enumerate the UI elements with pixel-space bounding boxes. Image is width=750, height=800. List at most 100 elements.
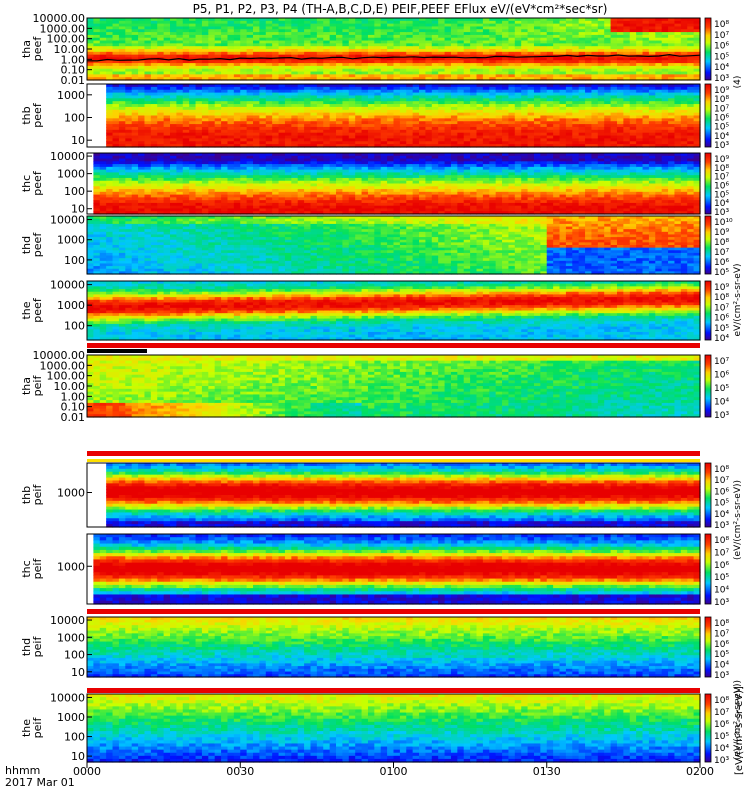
heatmap-cell (221, 29, 229, 33)
heatmap-cell (195, 60, 203, 64)
heatmap-cell (233, 71, 241, 75)
heatmap-cell (221, 77, 229, 81)
heatmap-cell (150, 54, 158, 59)
heatmap-cell (144, 71, 152, 75)
heatmap-cell (138, 71, 146, 75)
heatmap-cell (131, 29, 139, 33)
heatmap-cell (118, 29, 126, 33)
heatmap-cell (112, 43, 120, 47)
heatmap-cell (227, 34, 235, 39)
heatmap-cell (118, 54, 126, 59)
heatmap-cell (201, 40, 209, 44)
heatmap-cell (131, 20, 139, 25)
heatmap-cell (106, 20, 114, 25)
heatmap-cell (138, 34, 146, 39)
heatmap-cell (227, 74, 235, 78)
heatmap-cell (195, 74, 203, 78)
heatmap-cell (118, 20, 126, 25)
heatmap-cell (182, 60, 190, 64)
heatmap-cell (99, 43, 107, 47)
heatmap-cell (201, 77, 209, 81)
heatmap-cell (170, 65, 177, 70)
heatmap-cell (138, 77, 146, 81)
heatmap-cell (125, 77, 133, 81)
heatmap-cell (208, 32, 216, 36)
heatmap-cell (176, 65, 184, 70)
colorbar-tick-label: 10⁷ (714, 31, 729, 41)
heatmap-cell (189, 43, 197, 47)
heatmap-cell (233, 49, 241, 53)
colorbar-tick-label: 10³ (714, 141, 729, 151)
heatmap-cell (87, 71, 94, 75)
heatmap-cell (195, 77, 203, 81)
heatmap-cell (118, 77, 126, 81)
heatmap-cell (112, 60, 120, 64)
heatmap-cell (112, 74, 120, 78)
heatmap-cell (221, 49, 229, 53)
y-tick-label: 10 (71, 134, 85, 147)
heatmap-cell (87, 37, 94, 42)
heatmap-cell (99, 71, 107, 75)
heatmap-cell (189, 18, 197, 22)
heatmap-cell (138, 20, 146, 25)
heatmap-cell (118, 37, 126, 42)
heatmap-cell (170, 63, 177, 67)
heatmap-cell (182, 34, 190, 39)
heatmap-cell (99, 65, 107, 70)
heatmap-cell (170, 60, 177, 64)
heatmap-cell (93, 46, 101, 50)
heatmap-cell (233, 63, 241, 67)
heatmap-cell (131, 37, 139, 42)
heatmap-cell (157, 51, 165, 56)
heatmap-cell (93, 51, 101, 56)
heatmap-cell (227, 29, 235, 33)
heatmap-cell (227, 32, 235, 36)
heatmap-cell (150, 77, 158, 81)
panels-group: 10000.001000.00100.0010.001.000.100.01th… (20, 12, 733, 766)
heatmap-cell (233, 32, 241, 36)
heatmap-cell (138, 32, 146, 36)
heatmap-cell (233, 54, 241, 59)
heatmap-cell (93, 74, 101, 78)
heatmap-cell (99, 26, 107, 30)
heatmap-cell (170, 40, 177, 44)
heatmap-cell (131, 23, 139, 28)
heatmap-cell (144, 40, 152, 44)
heatmap-cell (221, 46, 229, 50)
heatmap-cell (125, 43, 133, 47)
heatmap-cell (233, 46, 241, 50)
heatmap-cell (157, 20, 165, 25)
heatmap-cell (99, 49, 107, 53)
heatmap-cell (131, 68, 139, 73)
heatmap-cell (176, 60, 184, 64)
heatmap-cell (163, 77, 171, 81)
colorbar-tick-label: 10⁴ (714, 63, 729, 73)
heatmap-cell (157, 49, 165, 53)
heatmap-cell (176, 54, 184, 59)
heatmap-cell (144, 20, 152, 25)
heatmap-cell (233, 77, 241, 81)
heatmap-cell (195, 34, 203, 39)
heatmap-cell (221, 43, 229, 47)
heatmap-cell (125, 57, 133, 61)
heatmap-cell (233, 68, 241, 73)
heatmap-cell (150, 32, 158, 36)
heatmap-cell (221, 34, 229, 39)
heatmap-cell (189, 20, 197, 25)
heatmap-cell (221, 23, 229, 28)
heatmap-cell (221, 60, 229, 64)
heatmap-cell (93, 57, 101, 61)
heatmap-cell (150, 65, 158, 70)
heatmap-cell (150, 23, 158, 28)
heatmap-cell (163, 63, 171, 67)
heatmap-cell (138, 65, 146, 70)
heatmap-cell (221, 18, 229, 22)
heatmap-cell (131, 46, 139, 50)
heatmap-cell (99, 68, 107, 73)
heatmap-cell (195, 40, 203, 44)
heatmap-cell (93, 26, 101, 30)
heatmap-cell (176, 46, 184, 50)
heatmap-cell (157, 34, 165, 39)
heatmap-cell (170, 74, 177, 78)
heatmap-cell (99, 51, 107, 56)
